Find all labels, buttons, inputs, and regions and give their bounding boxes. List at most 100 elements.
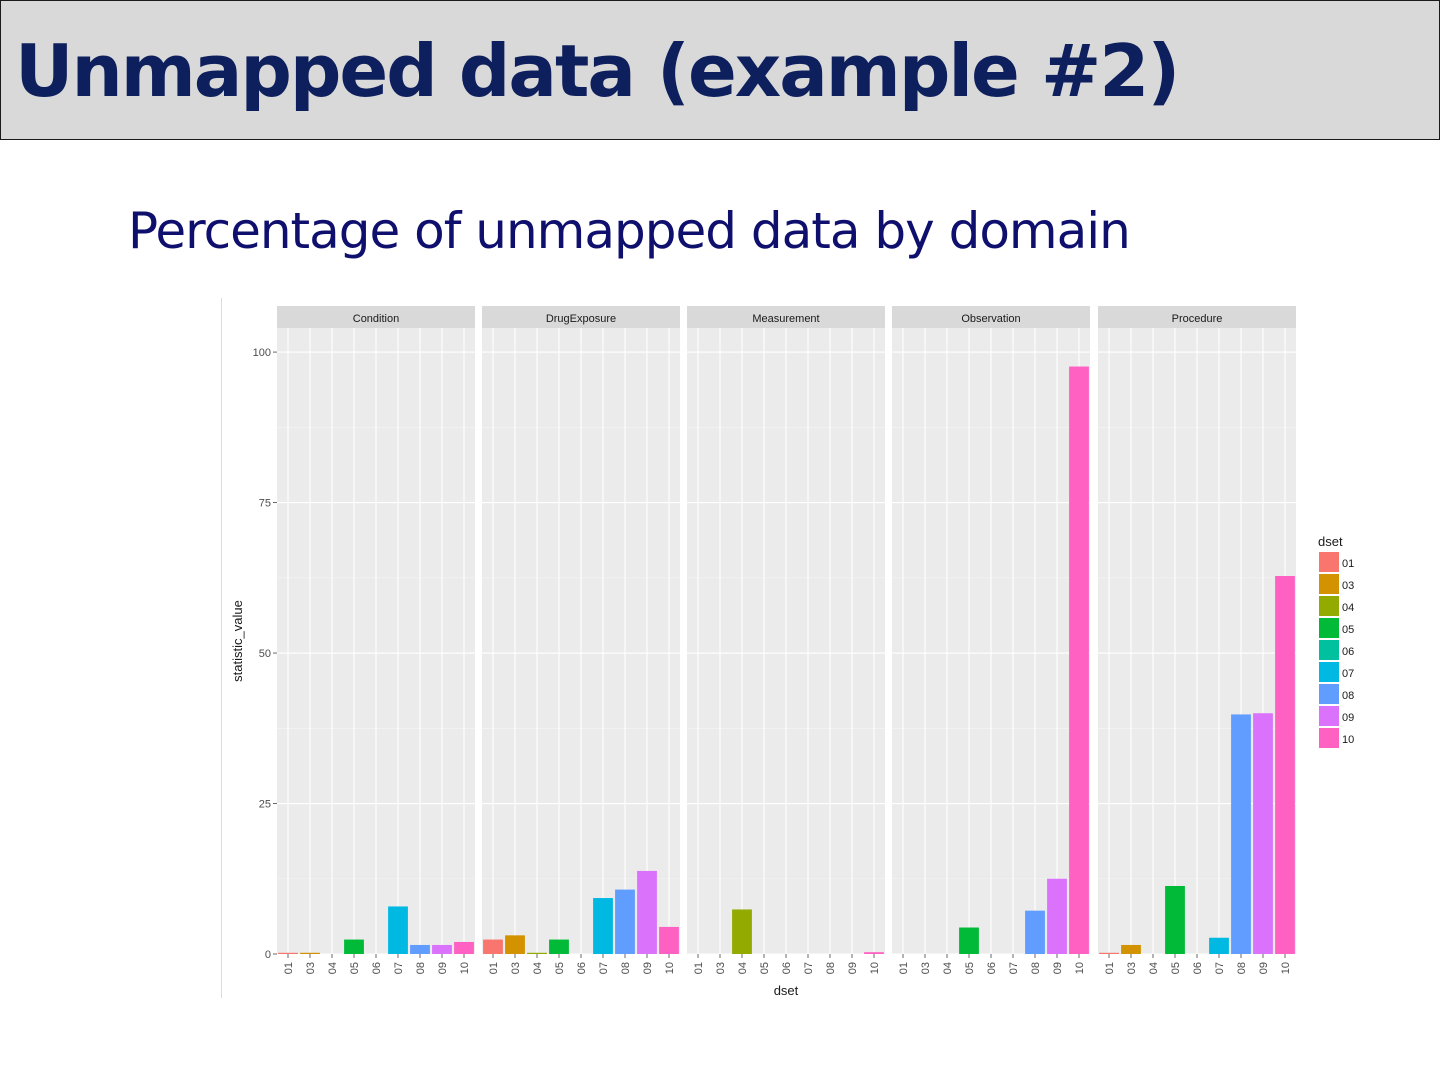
x-tick-label: 10 (459, 962, 471, 974)
legend-swatch (1319, 596, 1339, 616)
bar-DrugExposure-01 (483, 939, 503, 954)
facet-strip (892, 306, 1090, 328)
x-tick-label: 05 (964, 962, 976, 974)
legend-swatch (1319, 684, 1339, 704)
legend-label: 09 (1342, 712, 1354, 724)
x-tick-label: 01 (693, 962, 705, 974)
bar-Condition-03 (300, 952, 320, 954)
y-tick-label: 100 (253, 347, 271, 359)
x-tick-label: 10 (664, 962, 676, 974)
x-tick-label: 09 (847, 962, 859, 974)
bar-Procedure-05 (1165, 885, 1185, 954)
x-tick-label: 09 (642, 962, 654, 974)
x-tick-label: 06 (1192, 962, 1204, 974)
legend-label: 01 (1342, 558, 1354, 570)
legend-label: 10 (1342, 734, 1354, 746)
x-tick-label: 10 (1074, 962, 1086, 974)
x-tick-label: 03 (1126, 962, 1138, 974)
x-tick-label: 01 (488, 962, 500, 974)
slide-title: Unmapped data (example #2) (15, 29, 1180, 113)
bar-Condition-05 (344, 939, 364, 954)
bar-Procedure-09 (1253, 713, 1273, 954)
bar-Procedure-08 (1231, 714, 1251, 954)
divider (221, 298, 222, 998)
facet-label: Condition (353, 313, 399, 325)
facet-strip (277, 306, 475, 328)
bar-Condition-10 (454, 941, 474, 954)
facet-label: Measurement (752, 313, 819, 325)
x-tick-label: 03 (715, 962, 727, 974)
legend-label: 07 (1342, 668, 1354, 680)
x-tick-label: 07 (598, 962, 610, 974)
legend-swatch (1319, 728, 1339, 748)
x-tick-label: 08 (620, 962, 632, 974)
x-tick-label: 03 (305, 962, 317, 974)
bar-Condition-07 (388, 906, 408, 954)
title-bar: Unmapped data (example #2) (0, 0, 1440, 140)
bar-Condition-09 (432, 944, 452, 954)
facet-label: Observation (961, 313, 1020, 325)
y-tick-label: 25 (259, 799, 271, 811)
facet-label: DrugExposure (546, 313, 616, 325)
x-axis-title: dset (774, 983, 799, 998)
x-tick-label: 07 (1214, 962, 1226, 974)
x-tick-label: 05 (349, 962, 361, 974)
x-tick-label: 10 (1280, 962, 1292, 974)
x-tick-label: 01 (898, 962, 910, 974)
x-tick-label: 06 (986, 962, 998, 974)
bar-DrugExposure-05 (549, 939, 569, 954)
bar-Procedure-07 (1209, 937, 1229, 954)
bar-Procedure-10 (1275, 575, 1295, 954)
x-tick-label: 04 (1148, 962, 1160, 974)
x-tick-label: 08 (1030, 962, 1042, 974)
bar-DrugExposure-09 (637, 870, 657, 954)
legend-swatch (1319, 618, 1339, 638)
bar-DrugExposure-10 (659, 926, 679, 954)
bar-DrugExposure-08 (615, 889, 635, 954)
bar-Observation-10 (1069, 366, 1089, 954)
legend-swatch (1319, 640, 1339, 660)
bar-Observation-05 (959, 927, 979, 954)
bar-Measurement-04 (732, 909, 752, 954)
legend-swatch (1319, 574, 1339, 594)
x-tick-label: 10 (869, 962, 881, 974)
x-tick-label: 03 (510, 962, 522, 974)
x-tick-label: 07 (1008, 962, 1020, 974)
x-tick-label: 06 (371, 962, 383, 974)
bar-Observation-08 (1025, 910, 1045, 954)
legend-label: 08 (1342, 690, 1354, 702)
y-tick-label: 75 (259, 498, 271, 510)
chart-subtitle: Percentage of unmapped data by domain (128, 202, 1131, 260)
x-tick-label: 07 (393, 962, 405, 974)
x-tick-label: 05 (554, 962, 566, 974)
x-tick-label: 05 (759, 962, 771, 974)
facet-label: Procedure (1172, 313, 1223, 325)
x-tick-label: 09 (1052, 962, 1064, 974)
legend-swatch (1319, 706, 1339, 726)
legend-label: 05 (1342, 624, 1354, 636)
x-tick-label: 06 (781, 962, 793, 974)
bar-DrugExposure-03 (505, 935, 525, 954)
facet-strip (687, 306, 885, 328)
legend-label: 04 (1342, 602, 1354, 614)
x-tick-label: 08 (1236, 962, 1248, 974)
y-tick-label: 0 (265, 949, 271, 961)
facet-strip (482, 306, 680, 328)
x-tick-label: 09 (437, 962, 449, 974)
legend-swatch (1319, 552, 1339, 572)
bar-Condition-01 (278, 952, 298, 954)
bar-Procedure-03 (1121, 944, 1141, 954)
y-tick-label: 50 (259, 648, 271, 660)
x-tick-label: 01 (283, 962, 295, 974)
x-tick-label: 04 (737, 962, 749, 974)
bar-Observation-09 (1047, 878, 1067, 954)
bar-Measurement-10 (864, 952, 884, 954)
bar-DrugExposure-07 (593, 898, 613, 954)
x-tick-label: 04 (327, 962, 339, 974)
legend-label: 03 (1342, 580, 1354, 592)
bar-DrugExposure-04 (527, 952, 547, 954)
x-tick-label: 03 (920, 962, 932, 974)
x-tick-label: 04 (532, 962, 544, 974)
x-tick-label: 07 (803, 962, 815, 974)
